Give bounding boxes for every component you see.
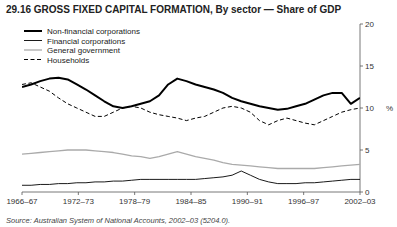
x-tick — [134, 192, 135, 195]
legend-label: Non-financial corporations — [47, 27, 140, 36]
y-tick — [360, 108, 363, 109]
legend: Non-financial corporationsFinancial corp… — [24, 27, 140, 65]
plot-area — [22, 78, 360, 186]
y-tick-label: 10 — [365, 104, 374, 113]
x-tick-label: 1978–79 — [119, 197, 151, 206]
y-tick — [360, 150, 363, 151]
y-tick-label: 5 — [365, 146, 370, 155]
x-tick-label: 1972–73 — [63, 197, 95, 206]
x-tick-label: 1966–67 — [6, 197, 38, 206]
y-tick-label: 0 — [365, 188, 370, 197]
series-line — [22, 150, 360, 168]
legend-swatch — [24, 30, 42, 32]
x-tick — [360, 192, 361, 195]
x-tick — [22, 192, 23, 195]
series-line — [22, 83, 360, 125]
x-tick — [247, 192, 248, 195]
legend-label: Financial corporations — [47, 37, 125, 46]
y-tick-label: 15 — [365, 62, 374, 71]
series-line — [22, 171, 360, 185]
legend-label: General government — [47, 46, 121, 55]
x-tick-label: 1990–91 — [232, 197, 264, 206]
y-tick — [360, 66, 363, 67]
legend-swatch — [24, 40, 42, 41]
x-tick-label: 1996–97 — [288, 197, 320, 206]
x-tick — [191, 192, 192, 195]
legend-label: Households — [47, 56, 89, 65]
y-tick — [360, 24, 363, 25]
y-axis-label: % — [386, 104, 393, 113]
y-tick — [360, 192, 363, 193]
x-tick-label: 1984–85 — [175, 197, 207, 206]
x-tick — [303, 192, 304, 195]
series-line — [22, 78, 360, 110]
legend-swatch — [24, 49, 42, 50]
source: Source: Australian System of National Ac… — [6, 216, 230, 225]
legend-swatch — [24, 59, 42, 60]
x-tick-label: 2002–03 — [344, 197, 376, 206]
chart: 29.16 GROSS FIXED CAPITAL FORMATION, By … — [0, 0, 397, 227]
y-tick-label: 20 — [365, 20, 374, 29]
x-tick — [78, 192, 79, 195]
title: 29.16 GROSS FIXED CAPITAL FORMATION, By … — [6, 4, 341, 15]
